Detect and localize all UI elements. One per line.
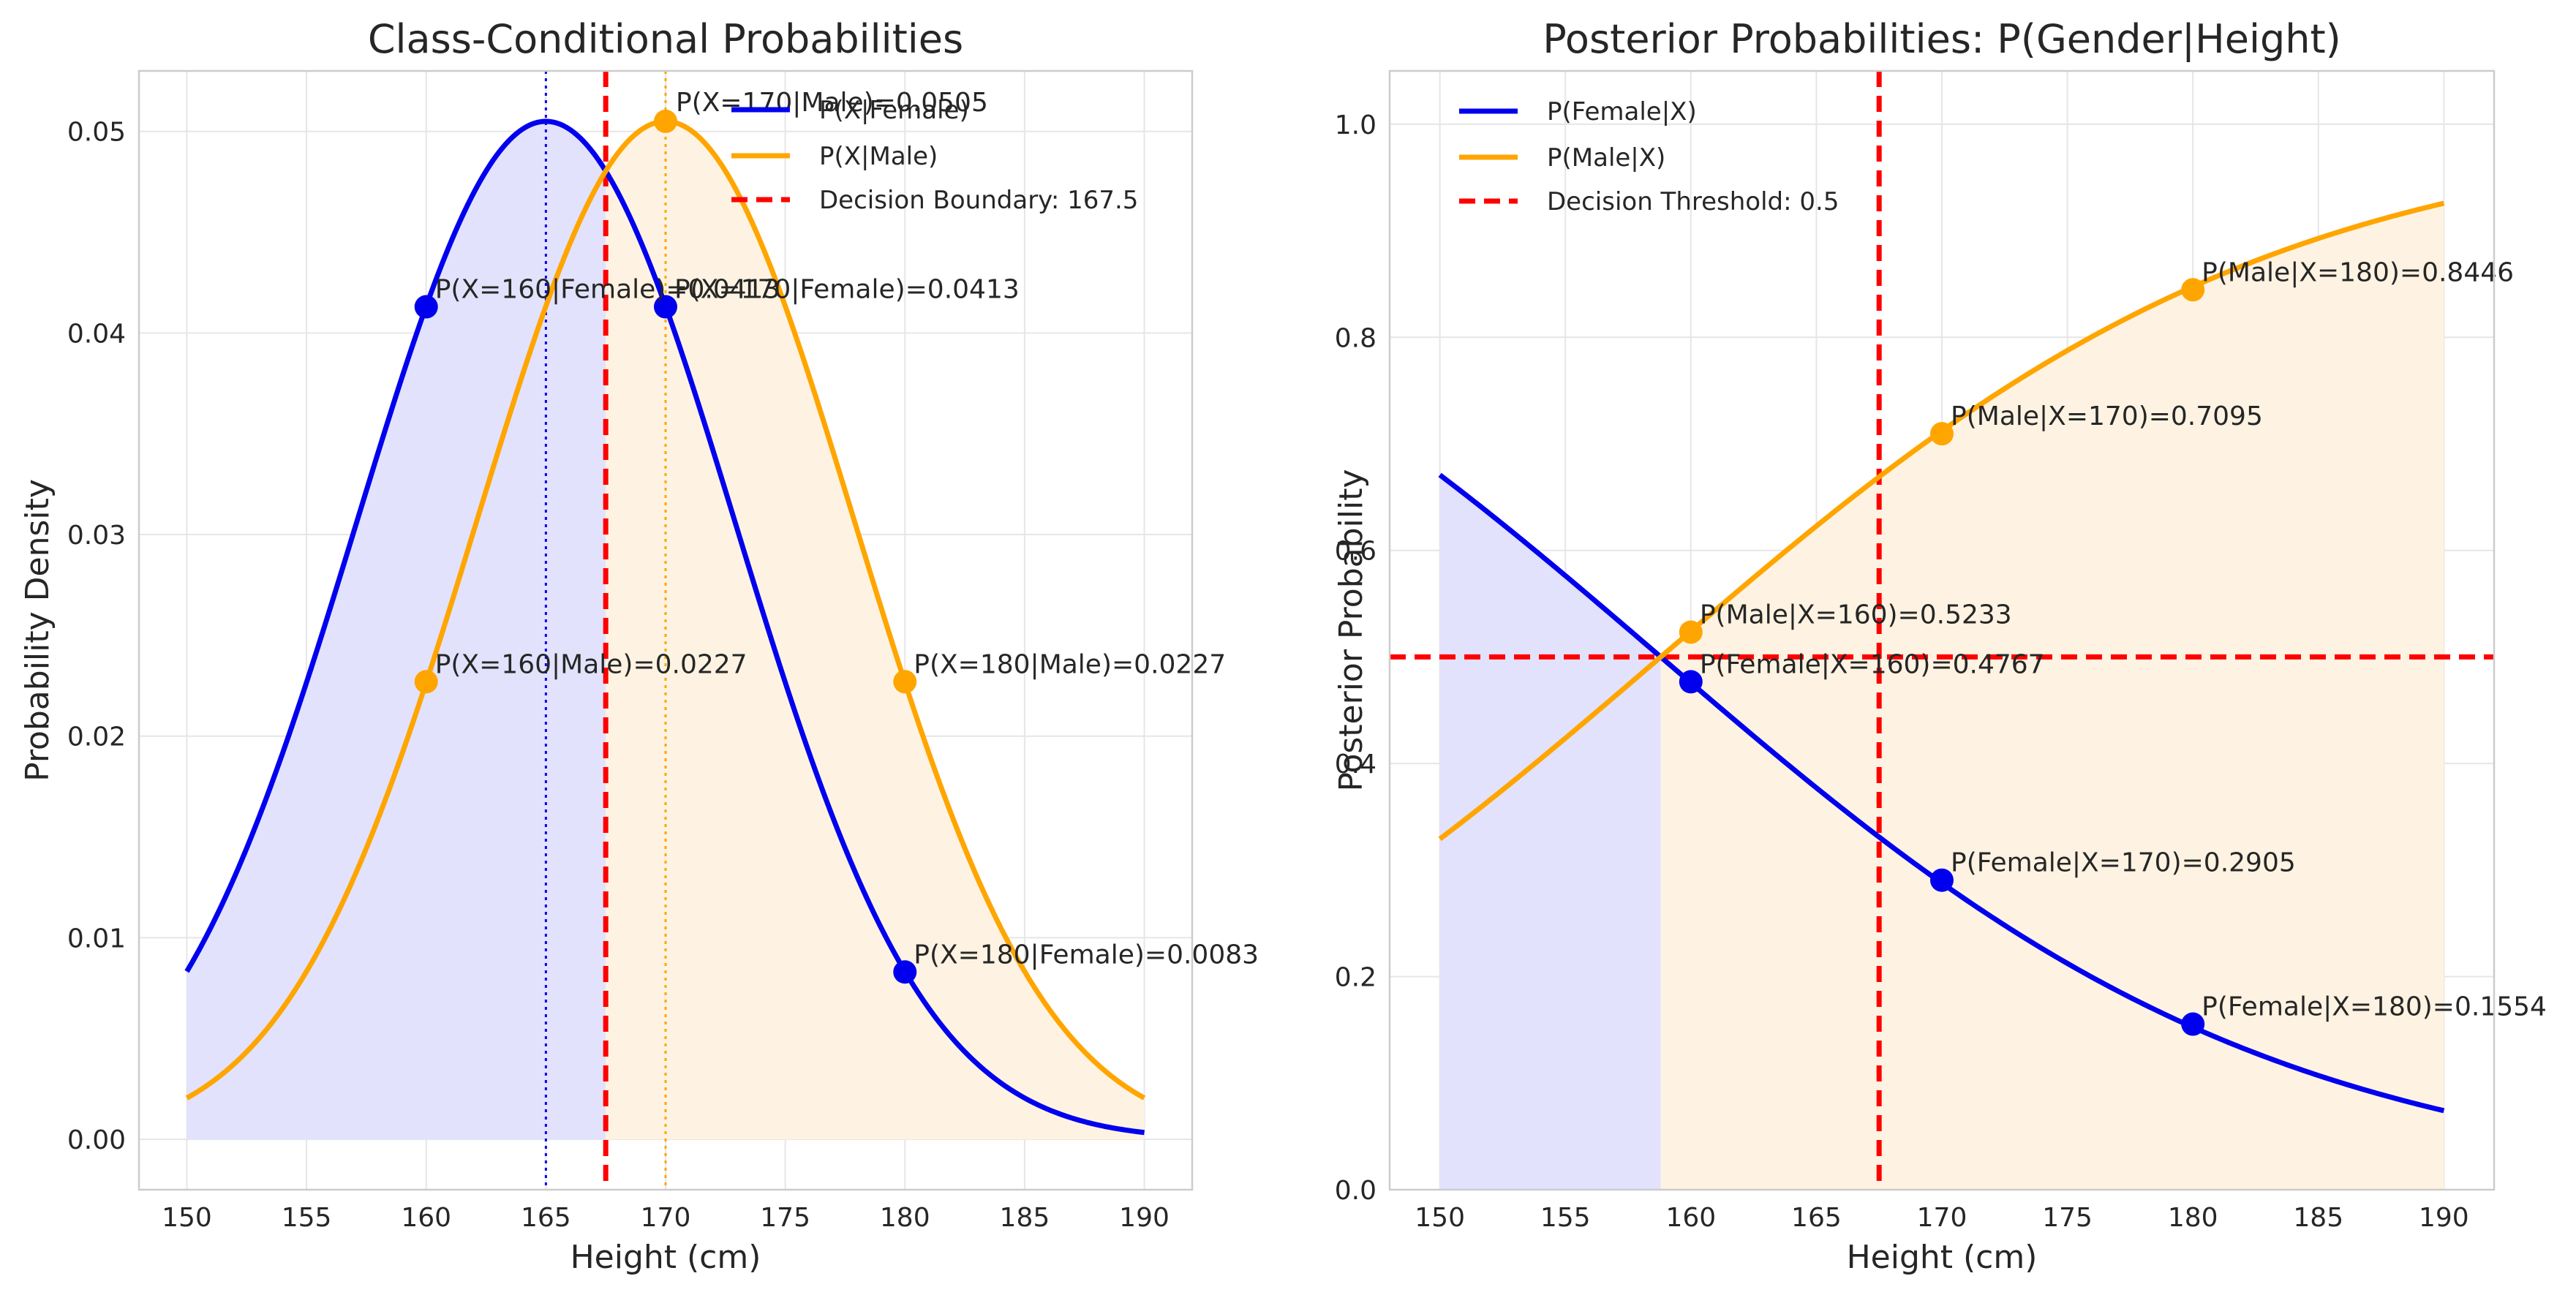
legend-label-male: P(X|Male): [819, 142, 938, 171]
x-tick-label: 190: [2419, 1203, 2469, 1233]
x-tick-label: 180: [2168, 1203, 2218, 1233]
x-ticks: 150 155 160 165 170 175 180 185 190: [1415, 1203, 2468, 1233]
area-fills: [1439, 203, 2444, 1190]
y-tick-label: 0.03: [67, 521, 126, 551]
x-tick-label: 165: [521, 1203, 571, 1233]
data-point: [1930, 422, 1954, 446]
x-tick-label: 150: [162, 1203, 212, 1233]
x-tick-label: 175: [760, 1203, 810, 1233]
data-points: [414, 109, 917, 984]
point-label: P(Male|X=160)=0.5233: [1700, 600, 2012, 630]
point-label: P(Female|X=180)=0.1554: [2202, 992, 2547, 1022]
area-fills: [187, 121, 1145, 1140]
legend-label-boundary: Decision Boundary: 167.5: [819, 186, 1138, 215]
point-label: P(X=180|Male)=0.0227: [914, 649, 1226, 679]
y-ticks: 0.00 0.01 0.02 0.03 0.04 0.05: [67, 118, 126, 1155]
point-label: P(X=170|Male)=0.0505: [676, 88, 988, 118]
data-point: [654, 109, 677, 133]
point-label: P(Male|X=180)=0.8446: [2202, 257, 2514, 287]
point-label: P(Female|X=160)=0.4767: [1700, 649, 2045, 679]
area-fill: [1660, 203, 2444, 1190]
data-point: [1930, 868, 1954, 892]
x-tick-label: 190: [1119, 1203, 1170, 1233]
y-ticks: 0.0 0.2 0.4 0.6 0.8 1.0: [1335, 110, 1376, 1206]
x-tick-label: 170: [641, 1203, 691, 1233]
x-axis-label: Height (cm): [1847, 1239, 2038, 1276]
y-tick-label: 0.05: [67, 118, 126, 148]
point-label: P(X=180|Female)=0.0083: [914, 940, 1259, 970]
point-label: P(Female|X=170)=0.2905: [1951, 848, 2296, 878]
posterior-panel: P(Female|X=160)=0.4767 P(Female|X=170)=0.…: [1333, 16, 2547, 1276]
data-point: [1679, 620, 1703, 644]
x-tick-label: 155: [282, 1203, 332, 1233]
x-tick-label: 150: [1415, 1203, 1465, 1233]
y-tick-label: 1.0: [1335, 110, 1376, 140]
y-tick-label: 0.00: [67, 1125, 126, 1155]
point-label: P(X=170|Female)=0.0413: [674, 275, 1020, 305]
reference-lines: [544, 71, 667, 1190]
legend: P(X|Female) P(X|Male) Decision Boundary:…: [731, 96, 1138, 215]
point-label: P(Male|X=170)=0.7095: [1951, 401, 2263, 431]
data-point: [2181, 278, 2205, 302]
x-axis-label: Height (cm): [570, 1239, 761, 1276]
y-tick-label: 0.04: [67, 319, 126, 349]
chart-title: Class-Conditional Probabilities: [368, 16, 963, 62]
legend-label-female: P(X|Female): [819, 96, 969, 125]
y-tick-label: 0.01: [67, 924, 126, 954]
y-tick-label: 0.0: [1335, 1176, 1376, 1206]
point-label: P(X=160|Female)=0.0413: [435, 275, 780, 305]
x-ticks: 150 155 160 165 170 175 180 185 190: [162, 1203, 1170, 1233]
x-tick-label: 185: [2293, 1203, 2343, 1233]
point-labels: P(X=160|Female)=0.0413P(X=170|Female)=0.…: [435, 88, 1259, 970]
y-axis-label: Probability Density: [19, 479, 56, 782]
legend: P(Female|X) P(Male|X) Decision Threshold…: [1459, 97, 1839, 216]
data-point: [654, 295, 677, 319]
legend-label-threshold: Decision Threshold: 0.5: [1547, 187, 1839, 216]
class-conditional-panel: P(X=160|Female)=0.0413P(X=170|Female)=0.…: [19, 16, 1259, 1276]
y-tick-label: 0.6: [1335, 537, 1376, 567]
reference-lines: [1390, 71, 2494, 1190]
data-points: [1679, 278, 2205, 1036]
plot-frame: [1388, 69, 2496, 1191]
point-labels: P(Female|X=160)=0.4767 P(Female|X=170)=0.…: [1700, 257, 2547, 1022]
area-fill: [1439, 475, 1661, 1190]
data-point: [1679, 670, 1703, 694]
y-tick-label: 0.4: [1335, 750, 1376, 779]
data-point: [414, 295, 438, 319]
legend-label-female: P(Female|X): [1547, 97, 1697, 127]
chart-title: Posterior Probabilities: P(Gender|Height…: [1543, 16, 2340, 62]
x-tick-label: 170: [1917, 1203, 1967, 1233]
x-tick-label: 155: [1540, 1203, 1591, 1233]
data-point: [893, 670, 917, 694]
plot-frame: [138, 69, 1194, 1191]
legend-label-male: P(Male|X): [1547, 143, 1665, 173]
point-label: P(X=160|Male)=0.0227: [435, 649, 747, 679]
area-fill: [187, 121, 606, 1140]
x-tick-label: 185: [1000, 1203, 1050, 1233]
x-tick-label: 175: [2042, 1203, 2093, 1233]
y-axis-label: Posterior Probability: [1333, 469, 1370, 791]
x-tick-label: 160: [1665, 1203, 1716, 1233]
y-tick-label: 0.2: [1335, 963, 1376, 993]
x-tick-label: 160: [401, 1203, 451, 1233]
x-tick-label: 165: [1791, 1203, 1842, 1233]
data-point: [893, 960, 917, 984]
y-tick-label: 0.8: [1335, 323, 1376, 353]
data-point: [2181, 1012, 2205, 1036]
y-tick-label: 0.02: [67, 722, 126, 752]
area-fill: [606, 121, 1145, 1140]
data-point: [414, 670, 438, 694]
x-tick-label: 180: [880, 1203, 930, 1233]
